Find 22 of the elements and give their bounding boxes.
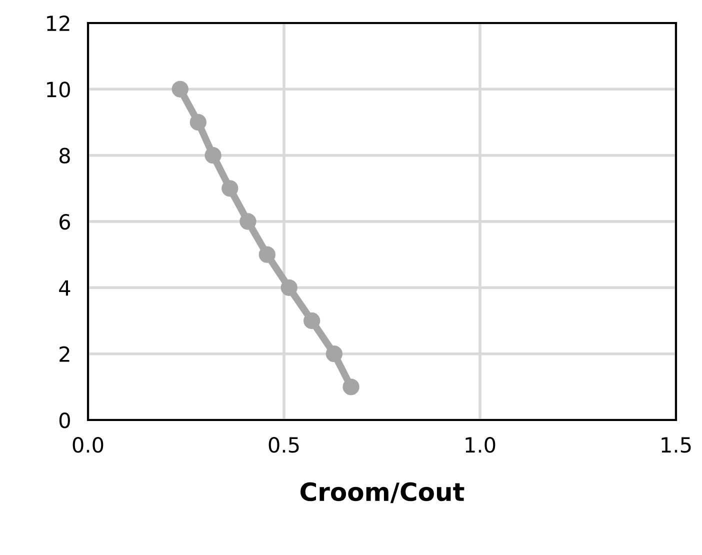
x-tick-label: 0.5 [268,437,299,453]
point [222,180,238,197]
x-tick-label: 0.0 [72,437,104,453]
point [326,346,343,362]
point [240,213,256,230]
y-tick-label: 12 [47,15,70,31]
y-tick-label: 6 [60,214,70,230]
x-axis-title: Croom/Cout [300,482,464,504]
point [280,279,298,296]
point [204,147,222,164]
x-tick-label: 1.5 [662,437,691,453]
y-tick-label: 0 [59,412,70,428]
point [190,114,206,131]
x-tick-label: 1.0 [466,437,496,453]
point [342,378,360,396]
y-tick-label: 2 [60,346,70,362]
y-tick-label: 4 [59,280,70,296]
point [304,312,320,330]
y-tick-label: 8 [59,148,70,164]
point [172,80,188,98]
y-tick-label: 10 [47,82,70,98]
point [258,246,276,263]
